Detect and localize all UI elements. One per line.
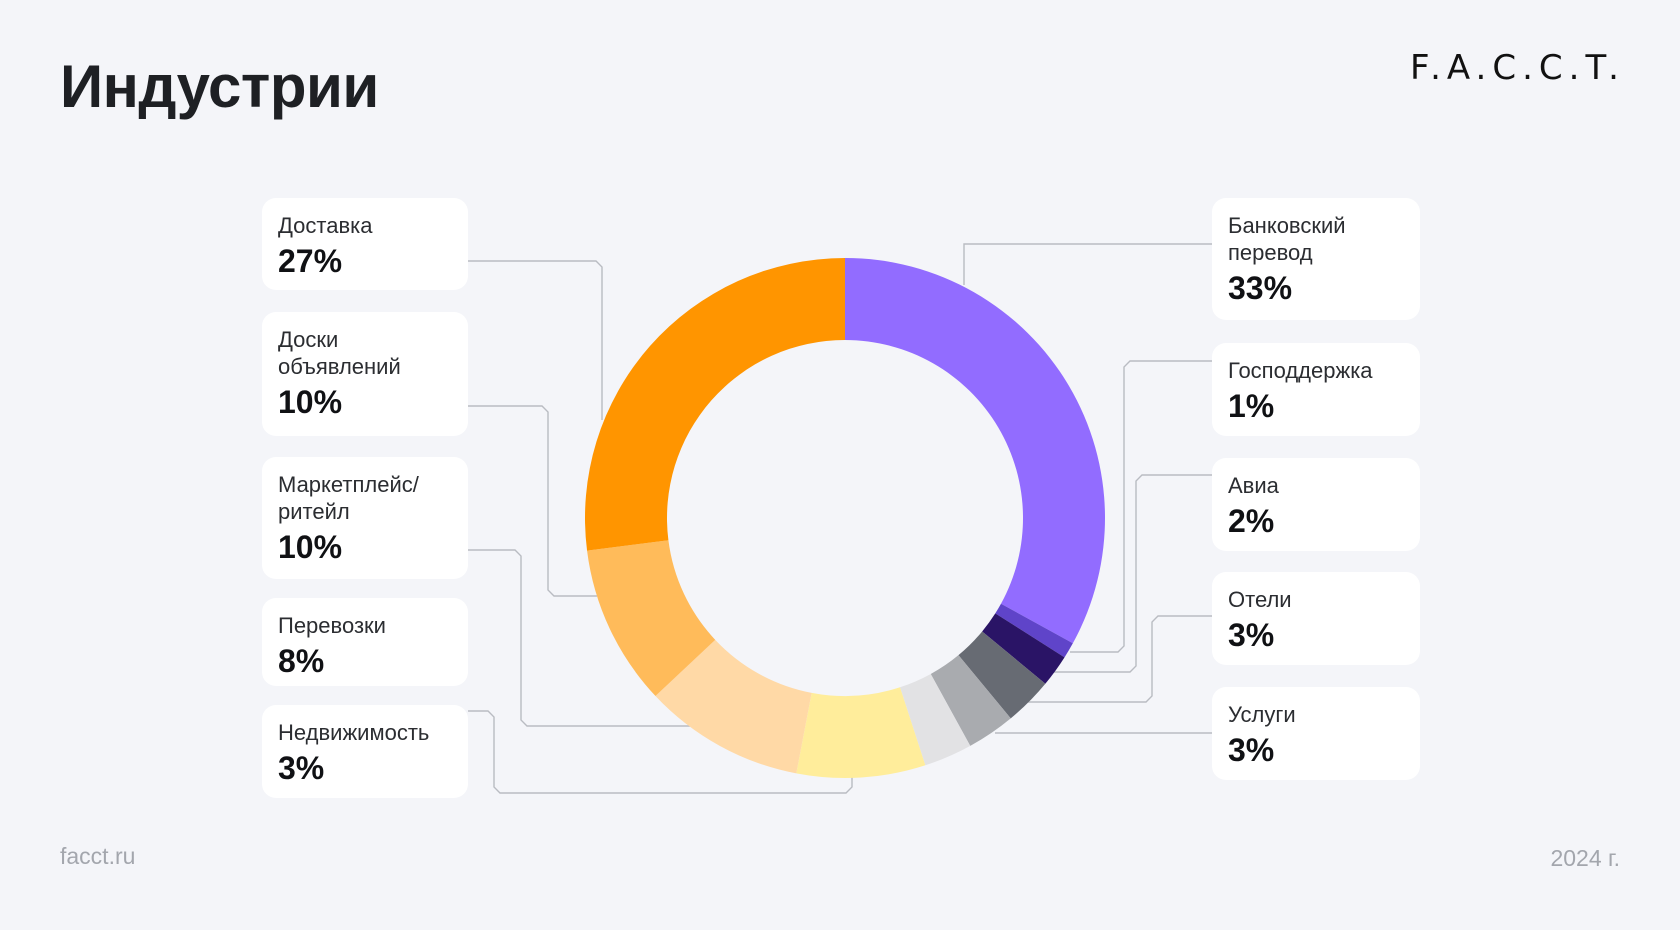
label-name: Недвижимость xyxy=(278,720,430,745)
site-url: facct.ru xyxy=(60,843,136,869)
label-value: 27% xyxy=(278,243,343,279)
report-year: 2024 г. xyxy=(1550,845,1620,871)
label-name: Отели xyxy=(1228,587,1292,612)
leader-line xyxy=(1070,360,1212,653)
label-card-bank-transfer: Банковский перевод 33% xyxy=(1212,198,1420,320)
slice-банковский-перевод xyxy=(845,258,1105,644)
label-name: Авиа xyxy=(1228,473,1279,498)
leader-line xyxy=(963,243,1212,285)
label-card-services: Услуги 3% xyxy=(1212,687,1420,780)
label-name: Доставка xyxy=(278,213,373,238)
label-card-delivery: Доставка 27% xyxy=(262,198,468,290)
label-card-classifieds: Доски объявлений 10% xyxy=(262,312,468,436)
label-name: Доски объявлений xyxy=(278,327,401,379)
leader-lines xyxy=(468,243,1212,794)
slice-господдержка xyxy=(995,603,1073,658)
label-value: 33% xyxy=(1228,270,1293,306)
slice-отели xyxy=(958,631,1046,719)
label-card-marketplace: Маркетплейс/ ритейл 10% xyxy=(262,457,468,579)
slice-доски-объявлений xyxy=(587,540,716,696)
leader-line xyxy=(1028,615,1212,703)
slice-авиа xyxy=(982,613,1065,684)
leader-line xyxy=(468,549,690,727)
label-value: 2% xyxy=(1228,503,1275,539)
slice-доставка xyxy=(585,258,845,551)
label-value: 3% xyxy=(1228,732,1275,768)
label-name: Господдержка xyxy=(1228,358,1373,383)
leader-line xyxy=(468,710,853,794)
label-name: Банковский перевод xyxy=(1228,213,1346,265)
label-card-transport: Перевозки 8% xyxy=(262,598,468,686)
slice-маркетплейс-ритейл xyxy=(655,639,812,774)
slice-услуги xyxy=(930,655,1011,746)
slice-перевозки xyxy=(796,687,926,778)
donut-slices xyxy=(585,258,1105,778)
leader-line xyxy=(468,405,597,597)
label-value: 3% xyxy=(1228,617,1275,653)
facct-logo: F.A.C.C.T. xyxy=(1409,48,1625,88)
label-name: Услуги xyxy=(1228,702,1296,727)
label-value: 10% xyxy=(278,529,343,565)
label-value: 3% xyxy=(278,750,325,786)
label-name: Маркетплейс/ ритейл xyxy=(278,472,419,524)
label-value: 8% xyxy=(278,643,325,679)
label-card-hotels: Отели 3% xyxy=(1212,572,1420,665)
label-card-real-estate: Недвижимость 3% xyxy=(262,705,468,798)
page-title: Индустрии xyxy=(60,53,379,120)
label-name: Перевозки xyxy=(278,613,386,638)
label-value: 1% xyxy=(1228,388,1275,424)
slice-недвижимость xyxy=(900,673,971,766)
leader-line xyxy=(1050,474,1212,673)
label-value: 10% xyxy=(278,384,343,420)
label-card-avia: Авиа 2% xyxy=(1212,458,1420,551)
leader-line xyxy=(468,260,603,420)
label-card-gov-support: Господдержка 1% xyxy=(1212,343,1420,436)
